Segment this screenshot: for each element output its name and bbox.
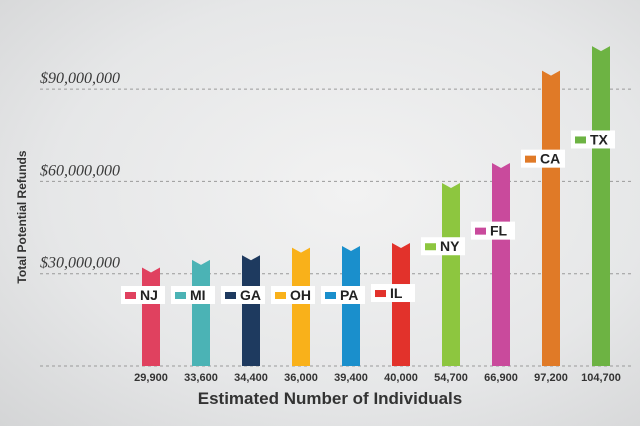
state-label-box [371,284,415,303]
bar-ca [542,70,560,366]
state-label-box [171,286,215,304]
bar-mi [192,259,210,366]
bar-oh [292,247,310,366]
bar-pa [342,246,360,366]
state-label-box [471,221,515,240]
bar-ny [442,182,460,366]
bar-ga [242,255,260,366]
x-tick-label: 29,900 [134,372,168,384]
state-name: NY [440,238,460,254]
x-tick-label: 39,400 [334,372,368,384]
bar-tx [592,46,610,366]
state-label-tx: TX [571,130,615,149]
state-swatch [125,292,136,299]
state-label-nj: NJ [121,286,165,304]
x-tick-label: 40,000 [384,372,418,384]
x-tick-label: 104,700 [581,372,621,384]
state-name: NJ [140,287,158,303]
x-tick-label: 36,000 [284,372,318,384]
state-name: OH [290,287,311,303]
y-axis-title: Total Potential Refunds [15,150,29,283]
state-label-ca: CA [521,149,565,168]
y-tick-label: $60,000,000 [40,162,120,179]
gridlines [40,88,632,367]
state-swatch [425,243,436,251]
state-label-pa: PA [321,286,365,304]
state-swatch [275,292,286,299]
state-label-box [221,286,265,304]
state-name: IL [390,285,403,301]
state-swatch [225,292,236,299]
state-name: CA [540,151,560,167]
x-tick-label: 34,400 [234,372,268,384]
state-swatch [375,290,386,298]
state-labels: NJ MI GA OH PA IL NY FL CA TX [121,130,615,304]
state-name: PA [340,287,358,303]
state-swatch [475,227,486,235]
state-label-ga: GA [221,286,265,304]
state-label-il: IL [371,284,415,303]
y-tick-labels: $30,000,000 $60,000,000 $90,000,000 [40,70,120,272]
state-label-box [421,237,465,256]
state-label-box [571,130,615,149]
state-name: GA [240,287,261,303]
bar-il [392,242,410,366]
state-swatch [525,155,536,163]
state-swatch [175,292,186,299]
state-label-box [321,286,365,304]
state-label-fl: FL [471,221,515,240]
state-label-box [121,286,165,304]
bar-nj [142,267,160,366]
x-tick-label: 66,900 [484,372,518,384]
state-label-box [521,149,565,168]
bar-fl [492,162,510,366]
state-swatch [325,292,336,299]
state-swatch [575,136,586,144]
x-tick-labels: 29,900 33,600 34,400 36,000 39,400 40,000 54,7… [134,372,621,384]
state-label-ny: NY [421,237,465,256]
state-name: FL [490,223,508,239]
state-label-oh: OH [271,286,315,304]
state-name: MI [190,287,206,303]
state-label-box [271,286,315,304]
y-tick-label: $30,000,000 [40,255,120,272]
state-name: TX [590,131,609,147]
x-axis-title: Estimated Number of Individuals [198,389,463,408]
x-tick-label: 54,700 [434,372,468,384]
state-label-mi: MI [171,286,215,304]
x-tick-label: 97,200 [534,372,568,384]
bar-group [142,46,610,366]
x-tick-label: 33,600 [184,372,218,384]
y-tick-label: $90,000,000 [40,70,120,87]
